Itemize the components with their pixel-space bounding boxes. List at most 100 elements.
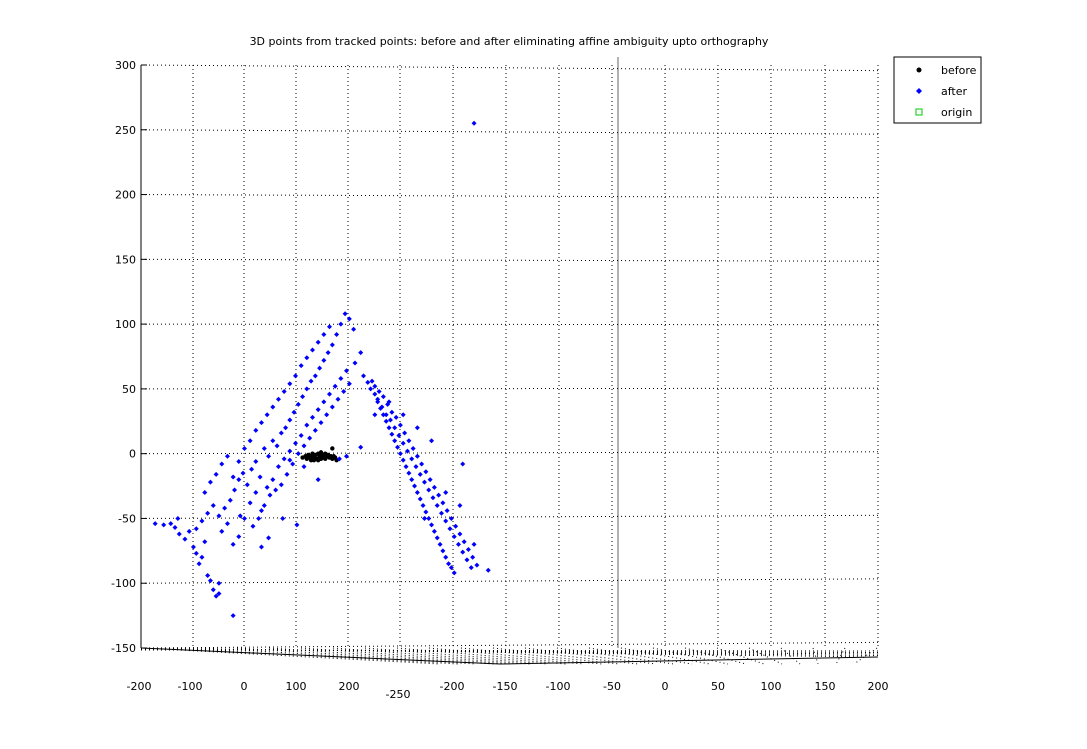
point-after [258, 508, 264, 514]
grid-line-horizontal [140, 258, 879, 262]
base-axis-line [499, 656, 879, 665]
point-after [301, 443, 307, 449]
point-after [182, 536, 188, 542]
point-after [426, 515, 432, 521]
point-after [161, 522, 167, 528]
point-after [230, 613, 236, 619]
point-after [284, 471, 290, 477]
point-after [247, 438, 253, 444]
point-after [295, 451, 301, 457]
point-after [419, 461, 425, 467]
point-after [300, 394, 306, 400]
x-tick-label: -100 [178, 680, 203, 693]
point-after [309, 414, 315, 420]
point-after [409, 477, 415, 483]
point-after [202, 539, 208, 545]
point-after [278, 482, 284, 488]
y-tick-label: -50 [603, 680, 621, 693]
point-after [400, 457, 406, 463]
point-after [397, 451, 403, 457]
point-after [199, 518, 205, 524]
point-after [358, 350, 364, 356]
point-after [327, 324, 333, 330]
point-after [392, 438, 398, 444]
point-after [290, 461, 296, 467]
floor-grid-line [853, 647, 878, 665]
point-after [412, 483, 418, 489]
y-tick-label: 200 [868, 680, 889, 693]
point-after [420, 502, 426, 508]
point-after [464, 557, 470, 563]
point-after [274, 443, 280, 449]
point-after [409, 456, 415, 462]
point-after [292, 440, 298, 446]
point-after [448, 565, 454, 571]
point-after [315, 407, 321, 413]
point-after [375, 396, 381, 402]
point-after [193, 526, 199, 532]
floor-grid-line [140, 649, 879, 652]
point-after [434, 502, 440, 508]
point-after [270, 477, 276, 483]
point-after [325, 350, 331, 356]
point-after [403, 464, 409, 470]
point-after [468, 565, 474, 571]
point-after [287, 381, 293, 387]
point-after [430, 495, 436, 501]
point-after [315, 477, 321, 483]
grid-line-horizontal [140, 451, 879, 455]
y-axis-ticks: -250 -200 -150 -100 -50 0 50 100 150 200 [386, 680, 889, 701]
y-tick-label: 0 [662, 680, 669, 693]
point-after [365, 379, 371, 385]
point-after [267, 492, 273, 498]
point-after [393, 414, 399, 420]
point-after [210, 587, 216, 593]
point-after [392, 425, 398, 431]
point-after [455, 541, 461, 547]
point-after [321, 331, 327, 337]
point-after [379, 404, 385, 410]
point-after [172, 525, 178, 531]
point-after [443, 518, 449, 524]
point-after [396, 433, 402, 439]
point-after [270, 438, 276, 444]
x-axis-ticks: -200 -100 0 100 200 [127, 680, 360, 693]
point-before [308, 457, 314, 463]
point-after [308, 378, 314, 384]
point-after [429, 438, 435, 444]
point-after [423, 509, 429, 515]
point-after [264, 412, 270, 418]
point-after [292, 373, 298, 379]
point-after [205, 572, 211, 578]
legend-label-after: after [941, 85, 968, 98]
floor-grid-line [835, 647, 846, 665]
y-tick-label: 150 [815, 680, 836, 693]
point-after [287, 417, 293, 423]
point-after [387, 417, 393, 423]
point-after [250, 523, 256, 529]
point-after [361, 373, 367, 379]
point-after [383, 412, 389, 418]
floor-grid-line [812, 647, 819, 665]
point-after [227, 497, 233, 503]
z-axis-ticks: 300 250 200 150 100 50 0 -50 -100 -150 [111, 59, 147, 655]
grid-line-horizontal [140, 64, 879, 72]
point-after [470, 554, 476, 560]
point-after [253, 427, 259, 433]
point-after [372, 412, 378, 418]
grid-lines [140, 64, 879, 665]
point-after [383, 418, 389, 424]
z-tick-label: -100 [111, 577, 136, 590]
point-after [152, 521, 158, 527]
grid-line-horizontal [140, 194, 879, 199]
point-after [280, 515, 286, 521]
point-after [237, 513, 243, 519]
point-after [196, 561, 202, 567]
point-after [404, 448, 410, 454]
point-after [443, 554, 449, 560]
point-after [332, 383, 338, 389]
point-after [402, 430, 408, 436]
point-after [312, 373, 318, 379]
grid-line-horizontal [140, 641, 879, 649]
